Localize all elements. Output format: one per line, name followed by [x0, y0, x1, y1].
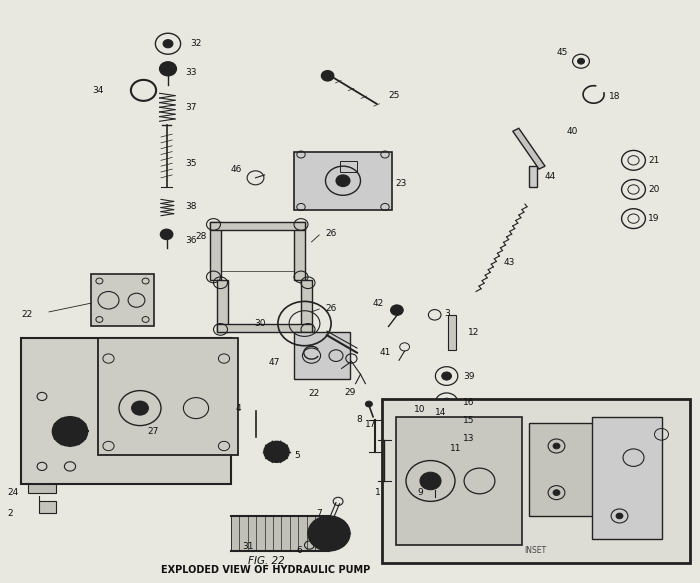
Text: 28: 28 — [195, 231, 206, 241]
Bar — [231, 516, 329, 551]
Bar — [91, 274, 154, 326]
Circle shape — [420, 472, 441, 490]
Bar — [528, 166, 537, 187]
Text: 20: 20 — [648, 185, 659, 194]
Circle shape — [160, 62, 176, 76]
Text: 22: 22 — [308, 389, 319, 398]
Circle shape — [442, 417, 452, 425]
Text: INSET: INSET — [524, 546, 547, 556]
Circle shape — [578, 58, 584, 64]
Text: 9: 9 — [418, 488, 424, 497]
Bar — [98, 338, 238, 455]
Text: 18: 18 — [609, 92, 620, 101]
Circle shape — [616, 513, 623, 519]
Text: 22: 22 — [21, 310, 32, 319]
Bar — [340, 161, 357, 172]
Text: 17: 17 — [365, 420, 377, 429]
Text: 27: 27 — [147, 427, 158, 436]
Text: 41: 41 — [379, 348, 391, 357]
Text: 40: 40 — [567, 127, 578, 136]
Bar — [38, 501, 56, 513]
Bar — [217, 280, 228, 332]
Bar — [294, 152, 392, 210]
Bar — [512, 128, 545, 169]
Text: 19: 19 — [648, 214, 659, 223]
Bar — [382, 399, 690, 563]
Circle shape — [391, 305, 403, 315]
Text: 21: 21 — [648, 156, 659, 165]
Bar — [413, 414, 444, 449]
Text: 39: 39 — [463, 371, 475, 381]
Text: 2: 2 — [7, 508, 13, 518]
Text: 23: 23 — [395, 179, 407, 188]
Circle shape — [442, 398, 452, 406]
Bar — [294, 332, 350, 379]
Circle shape — [553, 443, 560, 449]
Text: 12: 12 — [468, 328, 479, 337]
Text: 6: 6 — [297, 546, 302, 556]
Text: 26: 26 — [326, 229, 337, 238]
Text: 37: 37 — [186, 103, 197, 112]
Text: 4: 4 — [236, 403, 241, 413]
Circle shape — [132, 401, 148, 415]
Text: 26: 26 — [326, 304, 337, 314]
Text: 15: 15 — [463, 416, 475, 426]
Text: 7: 7 — [316, 508, 322, 518]
Text: 3: 3 — [444, 309, 450, 318]
Circle shape — [160, 229, 173, 240]
Bar — [294, 222, 304, 280]
Bar — [220, 230, 294, 271]
Circle shape — [321, 71, 334, 81]
Text: 30: 30 — [255, 319, 266, 328]
Circle shape — [553, 490, 560, 496]
Text: 8: 8 — [357, 415, 363, 424]
Circle shape — [264, 441, 289, 462]
Text: 34: 34 — [92, 86, 104, 95]
Text: 43: 43 — [504, 258, 515, 267]
Bar — [301, 280, 312, 332]
Text: 24: 24 — [7, 488, 18, 497]
Text: FIG. 22: FIG. 22 — [248, 556, 284, 566]
Circle shape — [430, 480, 441, 490]
Circle shape — [442, 372, 452, 380]
Text: 36: 36 — [186, 236, 197, 245]
Text: 31: 31 — [243, 542, 254, 552]
Bar — [448, 315, 456, 350]
Bar — [210, 222, 304, 230]
Bar — [528, 423, 598, 516]
Text: 32: 32 — [190, 39, 202, 48]
Circle shape — [308, 516, 350, 551]
Bar — [592, 417, 662, 539]
Text: 16: 16 — [463, 398, 475, 407]
Circle shape — [148, 427, 160, 436]
Text: 1: 1 — [375, 488, 381, 497]
Text: 38: 38 — [186, 202, 197, 212]
Bar — [395, 417, 522, 545]
Bar — [21, 338, 231, 484]
Text: 14: 14 — [435, 408, 447, 417]
Text: 5: 5 — [294, 451, 300, 461]
Bar — [210, 222, 220, 280]
Text: 29: 29 — [344, 388, 356, 398]
Text: 47: 47 — [269, 358, 280, 367]
Text: 44: 44 — [545, 171, 556, 181]
Bar — [413, 402, 430, 419]
Bar — [217, 324, 312, 332]
Text: 11: 11 — [450, 444, 461, 454]
Text: 35: 35 — [186, 159, 197, 168]
Text: 42: 42 — [372, 298, 384, 308]
Text: 25: 25 — [389, 90, 400, 100]
Text: 10: 10 — [414, 405, 426, 414]
Circle shape — [52, 417, 88, 446]
Circle shape — [336, 175, 350, 187]
Text: 46: 46 — [231, 164, 242, 174]
Circle shape — [442, 434, 452, 442]
Bar — [28, 484, 56, 493]
Text: EXPLODED VIEW OF HYDRAULIC PUMP: EXPLODED VIEW OF HYDRAULIC PUMP — [162, 565, 370, 575]
Text: 33: 33 — [186, 68, 197, 78]
Text: 13: 13 — [463, 434, 475, 443]
Circle shape — [365, 401, 372, 407]
Circle shape — [163, 40, 173, 48]
Text: 45: 45 — [557, 48, 568, 57]
